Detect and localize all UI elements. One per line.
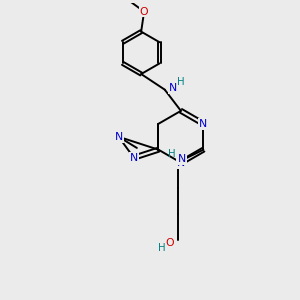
Text: N: N (199, 119, 208, 129)
Text: O: O (166, 238, 174, 248)
Text: N: N (178, 154, 186, 164)
Text: N: N (169, 83, 177, 93)
Text: O: O (140, 7, 148, 16)
Text: H: H (176, 77, 184, 87)
Text: N: N (130, 153, 138, 163)
Text: N: N (177, 158, 185, 168)
Text: N: N (115, 132, 123, 142)
Text: H: H (158, 243, 166, 253)
Text: H: H (168, 149, 176, 159)
